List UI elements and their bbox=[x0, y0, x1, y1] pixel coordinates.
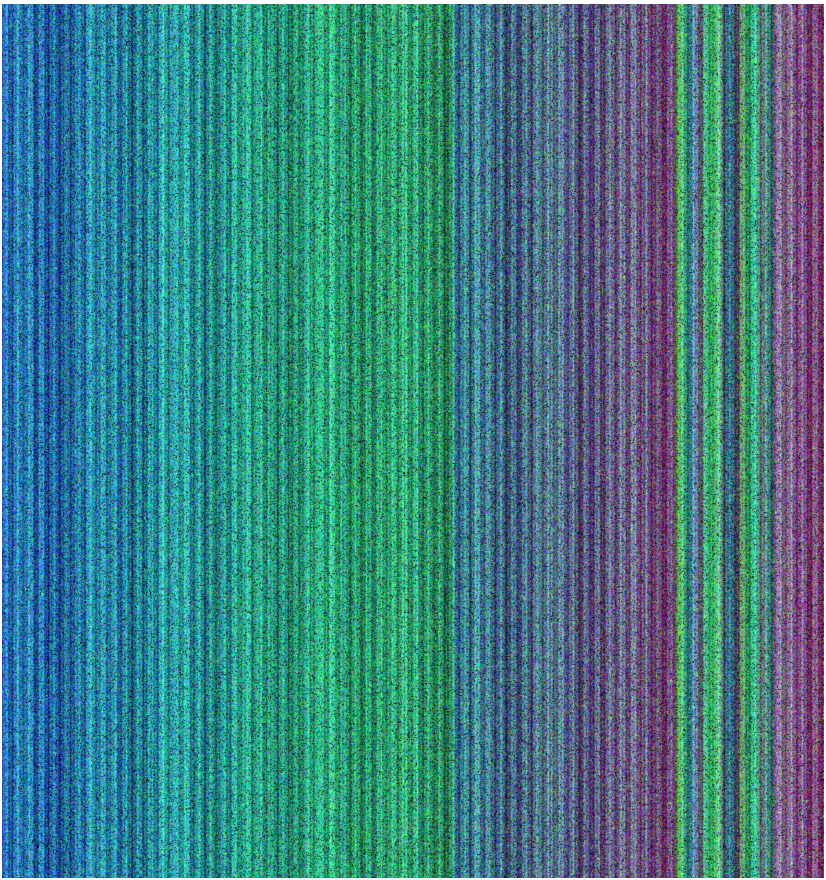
striped-noise-image bbox=[2, 4, 824, 878]
